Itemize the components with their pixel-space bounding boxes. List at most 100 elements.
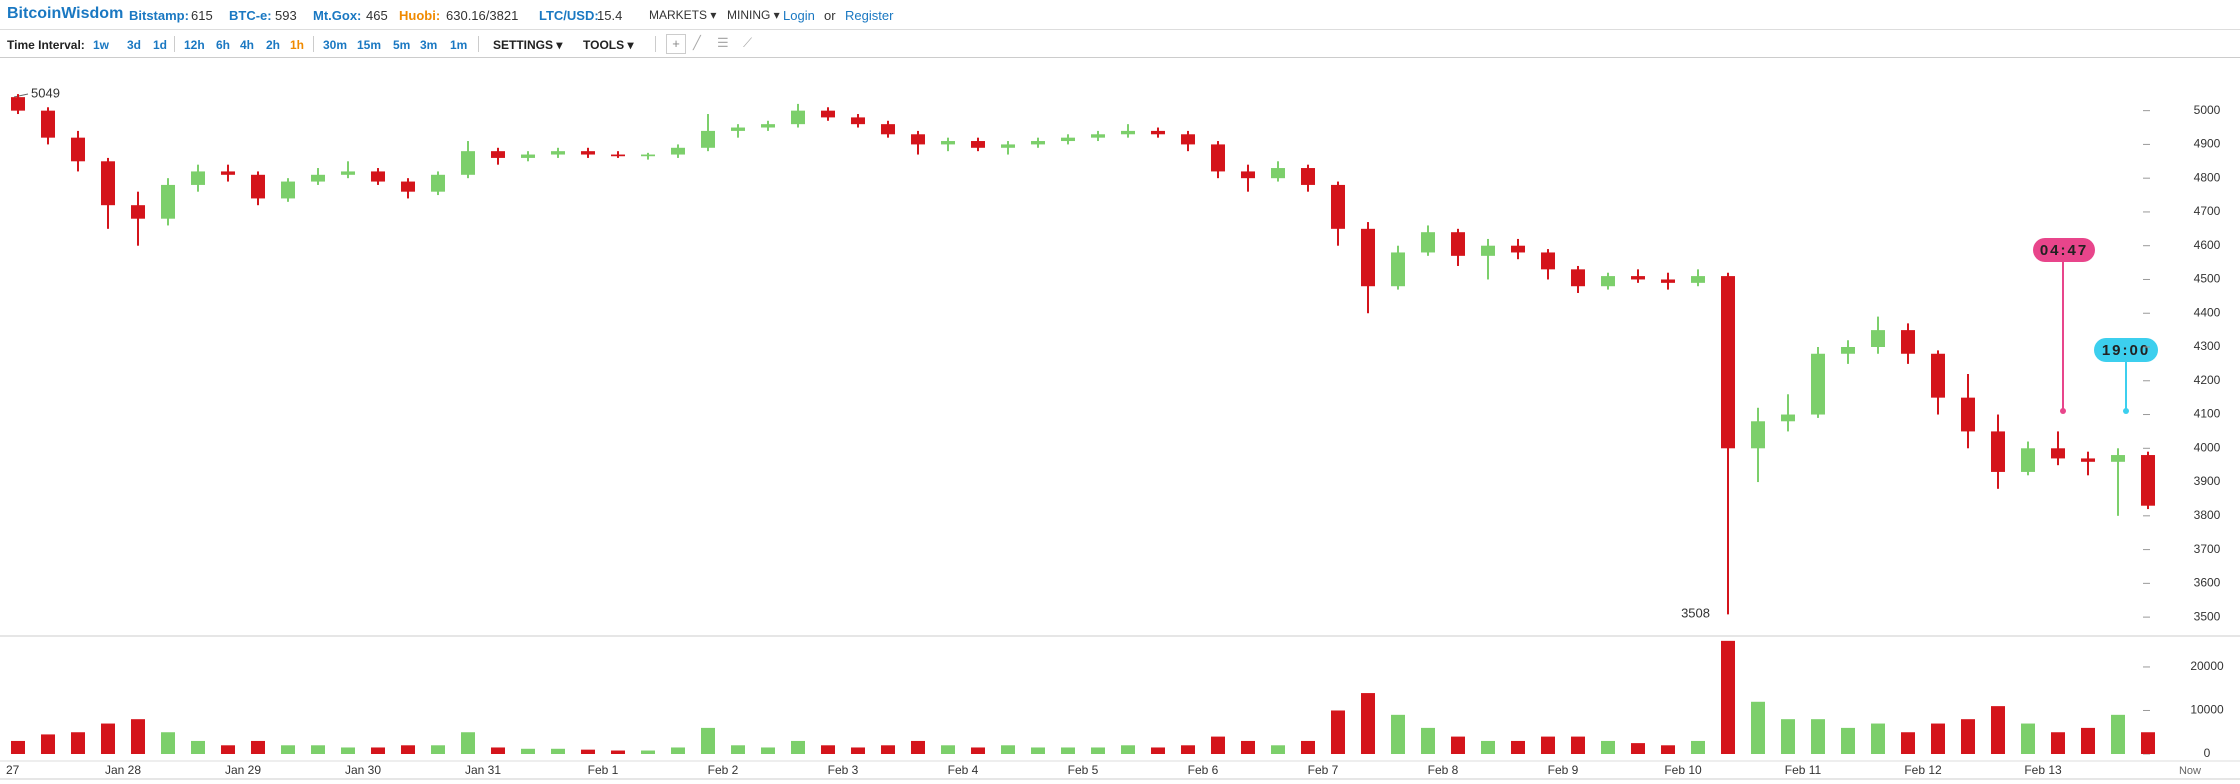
- candle-body: [1901, 330, 1915, 354]
- interval-label: Time Interval:: [7, 38, 85, 52]
- candle-body: [881, 124, 895, 135]
- exchange-price: 465: [366, 8, 388, 23]
- timer-text: 19:00: [2102, 342, 2150, 359]
- candle-body: [1661, 279, 1675, 283]
- menu[interactable]: MARKETS ▾: [649, 8, 717, 22]
- candle-body: [2081, 458, 2095, 462]
- register-link[interactable]: Register: [845, 8, 894, 23]
- volume-bar: [1781, 719, 1795, 754]
- x-tick-label: Feb 10: [1664, 763, 1702, 777]
- fib-tool[interactable]: ⟋: [743, 35, 753, 50]
- volume-bar: [1751, 701, 1765, 754]
- high-label: 5049: [31, 85, 60, 100]
- y-tick-label: 3800: [2194, 508, 2221, 522]
- volume-bar: [1511, 740, 1525, 754]
- volume-bar: [2051, 732, 2065, 754]
- interval[interactable]: 3m: [420, 38, 438, 52]
- settings-menu[interactable]: SETTINGS ▾: [493, 38, 563, 52]
- y-tick-label: 5000: [2194, 103, 2221, 117]
- candle-body: [1541, 252, 1555, 270]
- interval[interactable]: 3d: [127, 38, 142, 52]
- candle-body: [1331, 184, 1345, 229]
- candle-body: [1631, 276, 1645, 280]
- candle-body: [641, 154, 655, 157]
- login-link[interactable]: Login: [783, 8, 815, 23]
- x-tick-label: Feb 11: [1785, 763, 1822, 777]
- volume-bar: [461, 732, 475, 754]
- interval[interactable]: 1d: [153, 38, 168, 52]
- candle-body: [1091, 134, 1105, 138]
- candle-body: [251, 174, 265, 199]
- volume-bar: [641, 750, 655, 754]
- tools-menu[interactable]: TOOLS ▾: [583, 38, 634, 52]
- interval[interactable]: 1m: [450, 38, 468, 52]
- exchange-label[interactable]: Bitstamp:: [129, 8, 189, 23]
- candle-body: [1481, 245, 1495, 256]
- y-tick-label: 3600: [2194, 576, 2221, 590]
- volume-bar: [341, 747, 355, 754]
- hline-tool[interactable]: ☰: [717, 35, 729, 50]
- interval[interactable]: 6h: [216, 38, 231, 52]
- candle-body: [791, 110, 805, 125]
- exchange-label[interactable]: Mt.Gox:: [313, 8, 362, 23]
- exchange-price: 630.16/3821: [446, 8, 519, 23]
- line-tool[interactable]: ╱: [693, 35, 701, 50]
- interval[interactable]: 15m: [357, 38, 382, 52]
- x-tick-label: Feb 12: [1904, 763, 1942, 777]
- candle-body: [911, 134, 925, 145]
- candle-body: [1211, 144, 1225, 172]
- candle-body: [1001, 144, 1015, 148]
- exchange-price: 615: [191, 8, 213, 23]
- candle-body: [1841, 347, 1855, 354]
- volume-bar: [851, 747, 865, 754]
- volume-bar: [2111, 714, 2125, 754]
- exchange-price: 593: [275, 8, 297, 23]
- x-tick-label: Jan 29: [225, 763, 261, 777]
- candle-body: [1571, 269, 1585, 287]
- logo[interactable]: BitcoinWisdom: [7, 5, 124, 22]
- interval[interactable]: 1w: [93, 38, 110, 52]
- x-tick-label: 27: [6, 763, 20, 777]
- exchange-label[interactable]: Huobi:: [399, 8, 441, 23]
- candle-body: [761, 124, 775, 128]
- interval[interactable]: 4h: [240, 38, 255, 52]
- volume-bar: [1871, 723, 1885, 754]
- candle-body: [971, 141, 985, 148]
- volume-bar: [11, 740, 25, 754]
- candle-body: [131, 205, 145, 219]
- candle-body: [1061, 137, 1075, 142]
- candle-body: [1991, 431, 2005, 472]
- crosshair-tool[interactable]: +: [666, 34, 686, 54]
- volume-bar: [101, 723, 115, 754]
- candle-body: [2051, 448, 2065, 459]
- settings-label[interactable]: SETTINGS: [493, 38, 554, 52]
- volume-bar: [1601, 740, 1615, 754]
- menu-label[interactable]: MARKETS: [649, 8, 708, 22]
- interval[interactable]: 1h: [290, 38, 305, 52]
- volume-bar: [1541, 736, 1555, 754]
- candle-body: [1871, 330, 1885, 347]
- interval[interactable]: 5m: [393, 38, 411, 52]
- separator: [313, 36, 314, 52]
- volume-bar: [1721, 640, 1735, 754]
- menu[interactable]: MINING ▾: [727, 8, 780, 22]
- interval[interactable]: 12h: [184, 38, 205, 52]
- exchange-label[interactable]: BTC-e:: [229, 8, 272, 23]
- separator: [478, 36, 479, 52]
- candle-body: [1961, 397, 1975, 432]
- y-tick-label: 4600: [2194, 238, 2221, 252]
- volume-bar: [1391, 714, 1405, 754]
- y-tick-label: 4500: [2194, 272, 2221, 286]
- volume-bar: [911, 740, 925, 754]
- x-tick-label: Jan 30: [345, 763, 381, 777]
- volume-bar: [41, 734, 55, 754]
- candle-body: [1931, 353, 1945, 398]
- interval[interactable]: 2h: [266, 38, 281, 52]
- exchange-label[interactable]: LTC/USD:: [539, 8, 599, 23]
- volume-bar: [1421, 727, 1435, 754]
- menu-label[interactable]: MINING: [727, 8, 771, 22]
- volume-tick-label: 20000: [2190, 659, 2224, 673]
- tools-label[interactable]: TOOLS: [583, 38, 625, 52]
- interval[interactable]: 30m: [323, 38, 348, 52]
